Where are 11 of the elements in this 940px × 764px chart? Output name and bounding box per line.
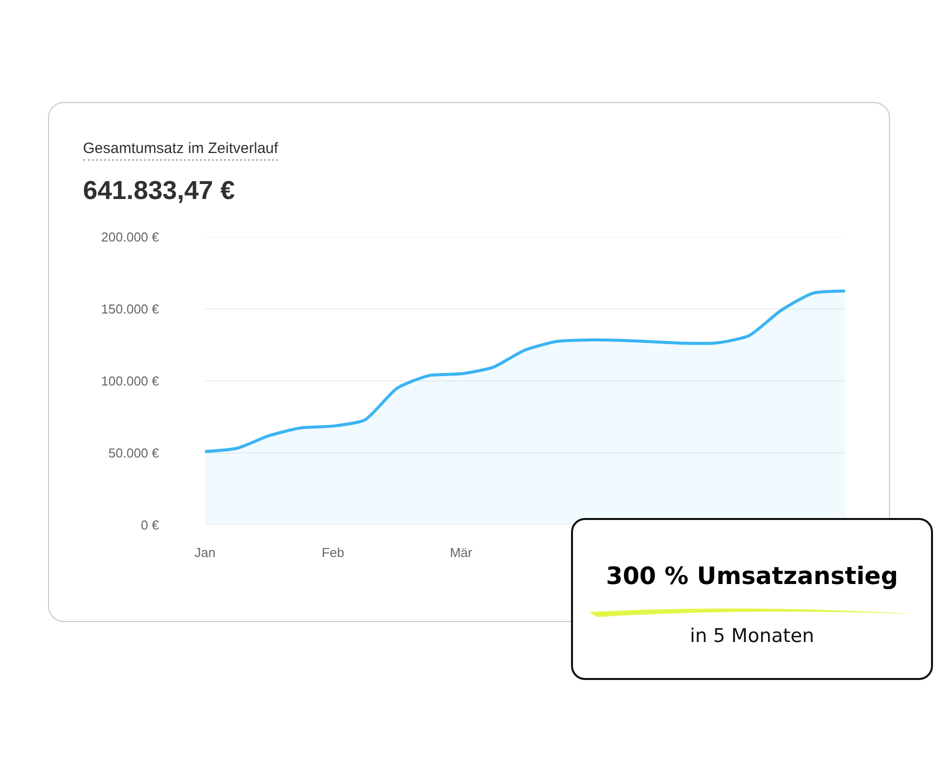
chart-title: Gesamtumsatz im Zeitverlauf <box>83 140 278 161</box>
y-tick-label: 0 € <box>140 518 160 533</box>
x-tick-label: Jan <box>194 545 216 560</box>
y-tick-label: 200.000 € <box>101 230 160 245</box>
chart-subtitle: 641.833,47 € <box>83 175 235 206</box>
y-tick-label: 100.000 € <box>101 374 160 389</box>
x-tick-label: Mär <box>450 545 473 560</box>
y-tick-label: 150.000 € <box>101 302 160 317</box>
callout-card: 300 % Umsatzanstieg in 5 Monaten <box>571 518 933 680</box>
x-tick-label: Feb <box>322 545 344 560</box>
y-tick-label: 50.000 € <box>108 446 160 461</box>
